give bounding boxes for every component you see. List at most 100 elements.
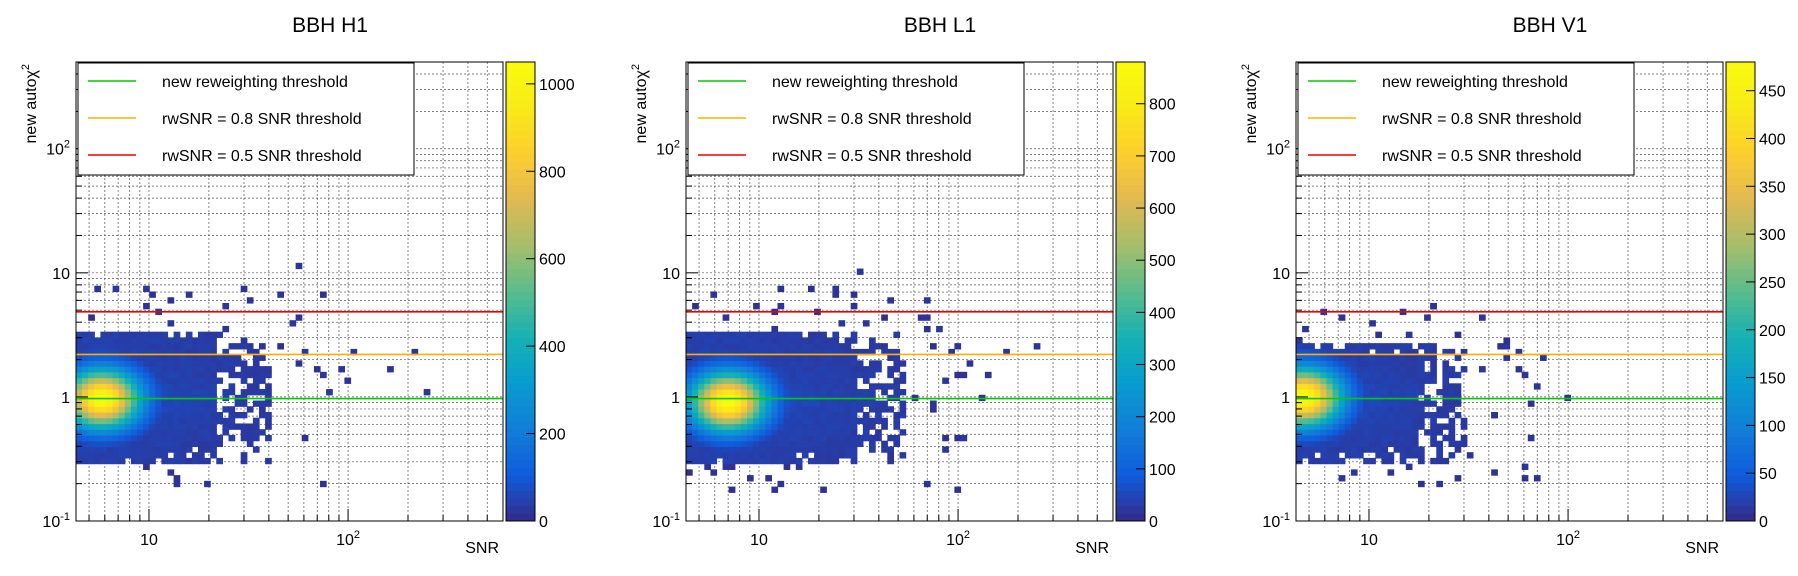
heatmap-cell: [252, 417, 260, 425]
heatmap-cell: [893, 411, 901, 419]
heatmap-cell: [1399, 383, 1407, 390]
heatmap-cell: [722, 354, 730, 361]
colorbar-tick-label: 150: [1759, 371, 1786, 388]
heatmap-cell: [210, 411, 217, 419]
heatmap-cell: [771, 446, 779, 453]
heatmap-cell: [1430, 360, 1437, 367]
heatmap-cell: [204, 440, 211, 448]
heatmap-cell: [795, 377, 803, 384]
colorbar-segment: [506, 268, 535, 277]
colorbar-segment: [1116, 153, 1145, 162]
heatmap-cell: [728, 343, 736, 350]
heatmap-cell: [82, 360, 89, 367]
colorbar-segment: [1116, 245, 1145, 254]
heatmap-cell: [185, 406, 193, 413]
heatmap-cell: [1302, 325, 1309, 333]
heatmap-cell: [1527, 400, 1535, 407]
heatmap-cell: [106, 457, 114, 465]
heatmap-cell: [130, 331, 138, 338]
heatmap-cell: [844, 417, 852, 425]
heatmap-cell: [130, 440, 138, 448]
heatmap-cell: [881, 400, 888, 407]
heatmap-cell: [1405, 354, 1413, 361]
heatmap-cell: [1344, 406, 1352, 413]
heatmap-cell: [179, 440, 187, 448]
heatmap-cell: [1332, 434, 1340, 442]
colorbar-segment: [506, 444, 535, 453]
colorbar-segment: [1726, 222, 1755, 231]
heatmap-cell: [826, 343, 833, 350]
heatmap-cell: [191, 429, 199, 436]
heatmap-cell: [692, 452, 699, 459]
heatmap-cell: [728, 377, 736, 384]
heatmap-cell: [1357, 400, 1364, 407]
heatmap-cell: [204, 406, 211, 413]
heatmap-cell: [820, 411, 827, 419]
heatmap-cell: [850, 348, 858, 356]
heatmap-cell: [1320, 348, 1328, 356]
heatmap-cell: [1454, 440, 1462, 448]
heatmap-cell: [161, 371, 169, 379]
heatmap-cell: [747, 434, 754, 442]
heatmap-cell: [740, 360, 748, 367]
heatmap-cell: [179, 423, 187, 430]
colorbar-segment: [1116, 176, 1145, 185]
heatmap-cell: [692, 411, 699, 419]
heatmap-cell: [130, 383, 138, 390]
heatmap-cell: [716, 446, 724, 453]
heatmap-cell: [1363, 354, 1370, 361]
heatmap-cell: [1363, 411, 1370, 419]
heatmap-cell: [783, 337, 791, 344]
heatmap-cell: [1424, 429, 1431, 436]
heatmap-cell: [1393, 389, 1401, 396]
heatmap-cell: [710, 354, 718, 361]
heatmap-cell: [1405, 366, 1413, 373]
heatmap-cell: [94, 389, 101, 396]
heatmap-cell: [1399, 417, 1407, 425]
heatmap-cell: [777, 457, 785, 465]
heatmap-cell: [795, 406, 803, 413]
heatmap-cell: [216, 360, 223, 367]
heatmap-cell: [1338, 417, 1346, 425]
heatmap-cell: [246, 366, 254, 373]
heatmap-cell: [1320, 429, 1328, 436]
heatmap-cell: [76, 446, 83, 453]
heatmap-cell: [210, 452, 217, 459]
heatmap-cell: [76, 366, 83, 373]
heatmap-cell: [698, 440, 705, 448]
colorbar-segment: [1116, 268, 1145, 277]
heatmap-cell: [1296, 360, 1303, 367]
heatmap-cell: [1387, 383, 1395, 390]
outlier-cell: [984, 371, 992, 379]
heatmap-cell: [734, 354, 742, 361]
heatmap-cell: [722, 389, 730, 396]
heatmap-cell: [179, 452, 187, 459]
heatmap-cell: [198, 360, 205, 367]
heatmap-cell: [1332, 440, 1340, 448]
heatmap-cell: [765, 446, 772, 453]
heatmap-cell: [801, 348, 809, 356]
heatmap-cell: [814, 360, 821, 367]
heatmap-cell: [143, 383, 150, 390]
heatmap-cell: [1308, 446, 1315, 453]
heatmap-cell: [112, 457, 120, 465]
outlier-cell: [350, 348, 358, 356]
heatmap-cell: [893, 423, 901, 430]
heatmap-cell: [716, 429, 724, 436]
heatmap-cell: [198, 377, 205, 384]
heatmap-cell: [143, 360, 150, 367]
heatmap-cell: [1363, 348, 1370, 356]
heatmap-cell: [216, 411, 223, 419]
heatmap-cell: [1369, 383, 1376, 390]
heatmap-cell: [1381, 411, 1389, 419]
colorbar-segment: [506, 291, 535, 300]
colorbar-segment: [1726, 337, 1755, 346]
heatmap-cell: [155, 389, 162, 396]
heatmap-cell: [954, 343, 962, 350]
heatmap-cell: [228, 343, 236, 350]
heatmap-cell: [124, 400, 132, 407]
heatmap-cell: [838, 360, 846, 367]
heatmap-cell: [1308, 457, 1315, 465]
heatmap-cell: [789, 360, 797, 367]
heatmap-cell: [191, 366, 199, 373]
